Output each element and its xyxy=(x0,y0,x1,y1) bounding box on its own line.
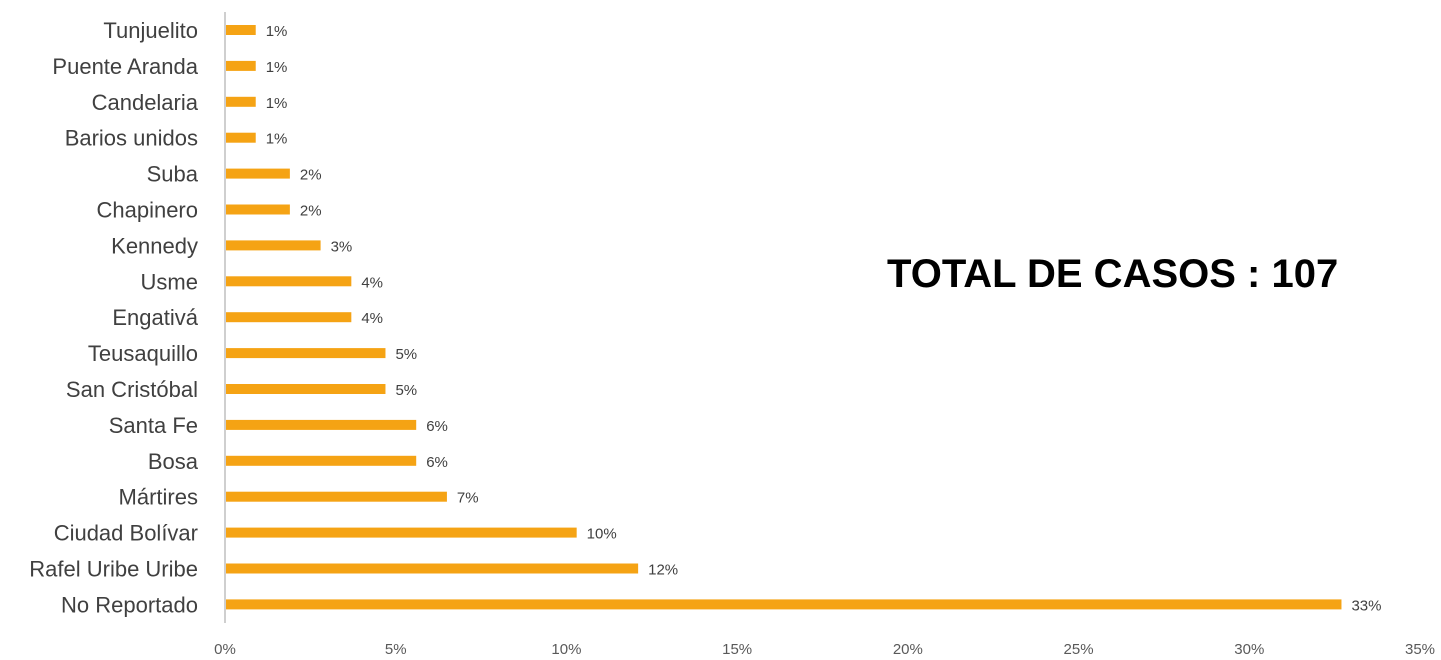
bar xyxy=(226,455,417,466)
category-label: Bosa xyxy=(148,449,199,474)
data-label: 3% xyxy=(331,238,353,255)
bar xyxy=(226,384,386,394)
category-label: Usme xyxy=(141,269,198,294)
category-label: Engativá xyxy=(112,305,198,330)
bar xyxy=(226,168,290,179)
data-label: 10% xyxy=(587,526,617,543)
x-tick-label: 0% xyxy=(214,641,236,658)
bar xyxy=(226,132,256,143)
data-label: 5% xyxy=(395,346,417,363)
category-label: San Cristóbal xyxy=(66,377,198,402)
bar xyxy=(226,204,290,215)
x-tick-label: 35% xyxy=(1405,641,1435,658)
data-labels: 1% 1% 1% 1% 2% 2% 3% 4% 4% 5% 5% 6% 6% 7% 10% 12% 33% xyxy=(266,23,1382,614)
data-label: 2% xyxy=(300,203,322,220)
bar xyxy=(226,60,256,71)
bar xyxy=(226,276,352,287)
data-label: 6% xyxy=(426,454,448,471)
bars-group xyxy=(226,25,1342,610)
category-label: Puente Aranda xyxy=(52,54,198,79)
x-tick-label: 5% xyxy=(385,641,407,658)
data-label: 4% xyxy=(361,310,383,327)
bar xyxy=(226,96,256,107)
category-label: Candelaria xyxy=(92,90,199,115)
x-tick-label: 20% xyxy=(893,641,923,658)
bar xyxy=(226,491,447,502)
category-label: Barios unidos xyxy=(65,126,198,151)
data-label: 12% xyxy=(648,562,678,579)
data-label: 7% xyxy=(457,490,479,507)
category-label: Ciudad Bolívar xyxy=(54,521,198,546)
category-label: Chapinero xyxy=(96,198,198,223)
category-label: Suba xyxy=(147,162,199,187)
data-label: 6% xyxy=(426,418,448,435)
bar xyxy=(226,240,321,251)
category-label: Santa Fe xyxy=(109,413,198,438)
bar xyxy=(226,25,256,35)
bar xyxy=(226,348,386,359)
bar xyxy=(226,599,1342,610)
category-label: Mártires xyxy=(119,485,198,510)
data-label: 2% xyxy=(300,167,322,184)
data-label: 1% xyxy=(266,59,288,76)
category-label: Rafel Uribe Uribe xyxy=(29,557,198,582)
data-label: 1% xyxy=(266,131,288,148)
data-label: 33% xyxy=(1351,597,1381,614)
category-label: Kennedy xyxy=(111,233,198,258)
category-labels: Tunjuelito Puente Aranda Candelaria Barios … xyxy=(29,18,198,617)
x-tick-label: 30% xyxy=(1234,641,1264,658)
x-tick-label: 10% xyxy=(551,641,581,658)
data-label: 1% xyxy=(266,23,288,40)
bar xyxy=(226,527,577,538)
x-tick-label: 15% xyxy=(722,641,752,658)
data-label: 4% xyxy=(361,274,383,291)
x-axis-ticks: 0% 5% 10% 15% 20% 25% 30% 35% xyxy=(214,641,1435,658)
data-label: 5% xyxy=(395,382,417,399)
bar xyxy=(226,563,639,574)
bar xyxy=(226,419,417,430)
category-label: No Reportado xyxy=(61,592,198,617)
total-cases-annotation: TOTAL DE CASOS : 107 xyxy=(887,252,1339,296)
bar xyxy=(226,312,352,323)
data-label: 1% xyxy=(266,95,288,112)
category-label: Tunjuelito xyxy=(103,18,198,43)
x-tick-label: 25% xyxy=(1064,641,1094,658)
category-label: Teusaquillo xyxy=(88,341,198,366)
